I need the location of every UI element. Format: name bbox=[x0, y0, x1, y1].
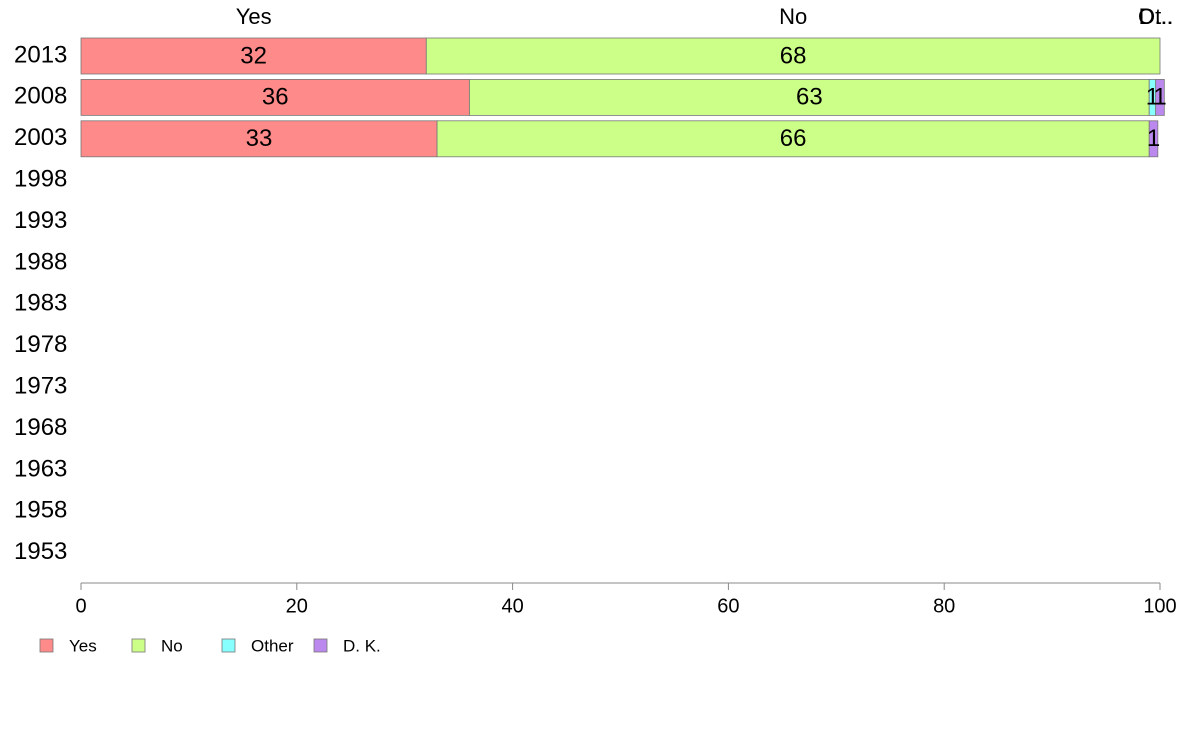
data-label-2008-d-k: 1 bbox=[1153, 84, 1166, 111]
x-tick-label-60: 60 bbox=[717, 595, 739, 617]
y-axis: 2013 2008 2003 1998 1993 1988 1983 1978 1973 1968… bbox=[14, 41, 67, 565]
legend-label-other: Other bbox=[251, 636, 294, 655]
legend-swatch-other bbox=[221, 638, 236, 653]
x-tick-label-40: 40 bbox=[501, 595, 523, 617]
bar-2003-d-k bbox=[1148, 120, 1159, 158]
data-label-2008-no: 63 bbox=[796, 84, 823, 111]
y-tick-label-1983: 1983 bbox=[14, 290, 67, 317]
data-label-2013-yes: 32 bbox=[240, 42, 267, 69]
x-axis: 0 20 40 60 80 100 bbox=[75, 582, 1177, 617]
y-tick-label-1978: 1978 bbox=[14, 331, 67, 358]
legend-label-d-k: D. K. bbox=[343, 636, 381, 655]
y-tick-label-2008: 2008 bbox=[14, 83, 67, 110]
legend-label-no: No bbox=[161, 636, 183, 655]
y-tick-label-1988: 1988 bbox=[14, 248, 67, 275]
x-tick-label-100: 100 bbox=[1143, 595, 1176, 617]
y-tick-label-1998: 1998 bbox=[14, 166, 67, 193]
data-label-2003-d-k: 1 bbox=[1147, 125, 1160, 152]
y-tick-label-2003: 2003 bbox=[14, 124, 67, 151]
column-labels: Yes No Ot..D... bbox=[236, 4, 1174, 29]
x-tick-label-20: 20 bbox=[286, 595, 308, 617]
y-tick-label-2013: 2013 bbox=[14, 41, 67, 68]
data-label-2013-no: 68 bbox=[780, 42, 807, 69]
y-tick-label-1973: 1973 bbox=[14, 373, 67, 400]
data-label-2003-yes: 33 bbox=[246, 125, 273, 152]
data-label-2008-yes: 36 bbox=[262, 84, 289, 111]
column-label-d-k: D... bbox=[1139, 4, 1173, 29]
column-label-no: No bbox=[779, 4, 807, 29]
y-tick-label-1953: 1953 bbox=[14, 538, 67, 565]
y-tick-label-1958: 1958 bbox=[14, 497, 67, 524]
x-tick-label-80: 80 bbox=[933, 595, 955, 617]
y-tick-label-1968: 1968 bbox=[14, 414, 67, 441]
x-tick-label-0: 0 bbox=[75, 595, 86, 617]
column-label-yes: Yes bbox=[236, 4, 272, 29]
legend: Yes No Other D. K. bbox=[39, 636, 381, 655]
bar-2008-no bbox=[469, 79, 1150, 116]
bar-2013-no bbox=[425, 37, 1161, 75]
column-label-other: Ot.. bbox=[1138, 4, 1173, 29]
legend-swatch-no bbox=[131, 638, 146, 653]
legend-label-yes: Yes bbox=[69, 636, 97, 655]
bar-2008-d-k bbox=[1155, 79, 1165, 116]
y-tick-label-1993: 1993 bbox=[14, 207, 67, 234]
data-label-2003-no: 66 bbox=[780, 125, 807, 152]
legend-swatch-d-k bbox=[313, 638, 328, 653]
bar-2003-no bbox=[436, 120, 1150, 158]
bar-2013-yes bbox=[80, 37, 427, 75]
legend-swatch-yes bbox=[39, 638, 54, 653]
bar-2008-yes bbox=[80, 79, 470, 116]
y-tick-label-1963: 1963 bbox=[14, 455, 67, 482]
